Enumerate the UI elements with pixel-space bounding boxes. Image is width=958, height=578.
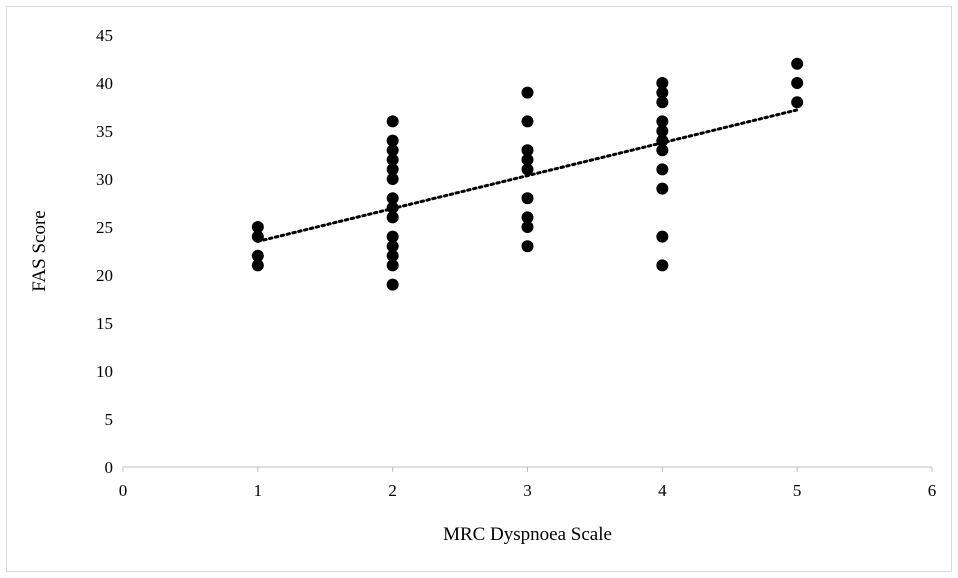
data-point <box>791 57 804 70</box>
data-point <box>386 259 399 272</box>
data-point <box>656 96 669 109</box>
data-point <box>386 115 399 128</box>
data-point <box>251 259 264 272</box>
y-tick-label: 0 <box>105 458 114 477</box>
data-point <box>656 259 669 272</box>
x-axis-title: MRC Dyspnoea Scale <box>443 524 612 545</box>
data-point <box>656 77 669 89</box>
x-tick-label: 3 <box>523 481 532 500</box>
x-tick-label: 2 <box>388 481 397 500</box>
data-point <box>791 77 804 89</box>
x-axis-ticks: 0 1 2 3 4 5 6 <box>119 467 937 500</box>
y-tick-label: 5 <box>105 410 114 429</box>
data-point <box>656 144 669 157</box>
data-point <box>521 144 534 157</box>
y-tick-label: 30 <box>96 170 113 189</box>
y-tick-label: 15 <box>96 314 113 333</box>
data-point <box>656 163 669 176</box>
data-point <box>656 182 669 195</box>
data-point <box>251 221 264 233</box>
data-point <box>521 153 534 166</box>
data-point <box>386 144 399 157</box>
x-tick-label: 5 <box>793 481 802 500</box>
y-tick-label: 10 <box>96 362 113 381</box>
data-point <box>521 221 534 233</box>
data-point <box>386 278 399 291</box>
data-point <box>251 230 264 243</box>
data-points <box>251 57 804 291</box>
data-point <box>791 96 804 109</box>
data-point <box>386 153 399 166</box>
data-point <box>386 163 399 176</box>
data-point <box>386 240 399 253</box>
data-point <box>521 115 534 128</box>
y-tick-label: 20 <box>96 266 113 285</box>
x-tick-label: 0 <box>119 481 128 500</box>
y-tick-label: 35 <box>96 122 113 141</box>
y-tick-label: 45 <box>96 26 113 45</box>
data-point <box>521 192 534 205</box>
data-point <box>656 125 669 137</box>
data-point <box>521 240 534 253</box>
data-point <box>386 211 399 224</box>
data-point <box>251 249 264 262</box>
data-point <box>521 211 534 224</box>
data-point <box>386 192 399 205</box>
data-point <box>386 173 399 185</box>
data-point <box>521 86 534 99</box>
data-point <box>521 163 534 176</box>
y-tick-label: 25 <box>96 218 113 237</box>
data-point <box>386 249 399 262</box>
trendline <box>256 108 799 243</box>
y-axis-title: FAS Score <box>29 210 50 291</box>
data-point <box>656 134 669 147</box>
x-tick-label: 1 <box>254 481 263 500</box>
y-axis-ticks: 0 5 10 15 20 25 30 35 40 45 <box>96 26 113 477</box>
x-tick-label: 4 <box>658 481 667 500</box>
y-tick-label: 40 <box>96 74 113 93</box>
x-tick-label: 6 <box>928 481 937 500</box>
data-point <box>656 115 669 128</box>
data-point <box>386 201 399 214</box>
data-point <box>656 86 669 99</box>
data-point <box>656 230 669 243</box>
data-point <box>386 230 399 243</box>
data-point <box>386 134 399 147</box>
